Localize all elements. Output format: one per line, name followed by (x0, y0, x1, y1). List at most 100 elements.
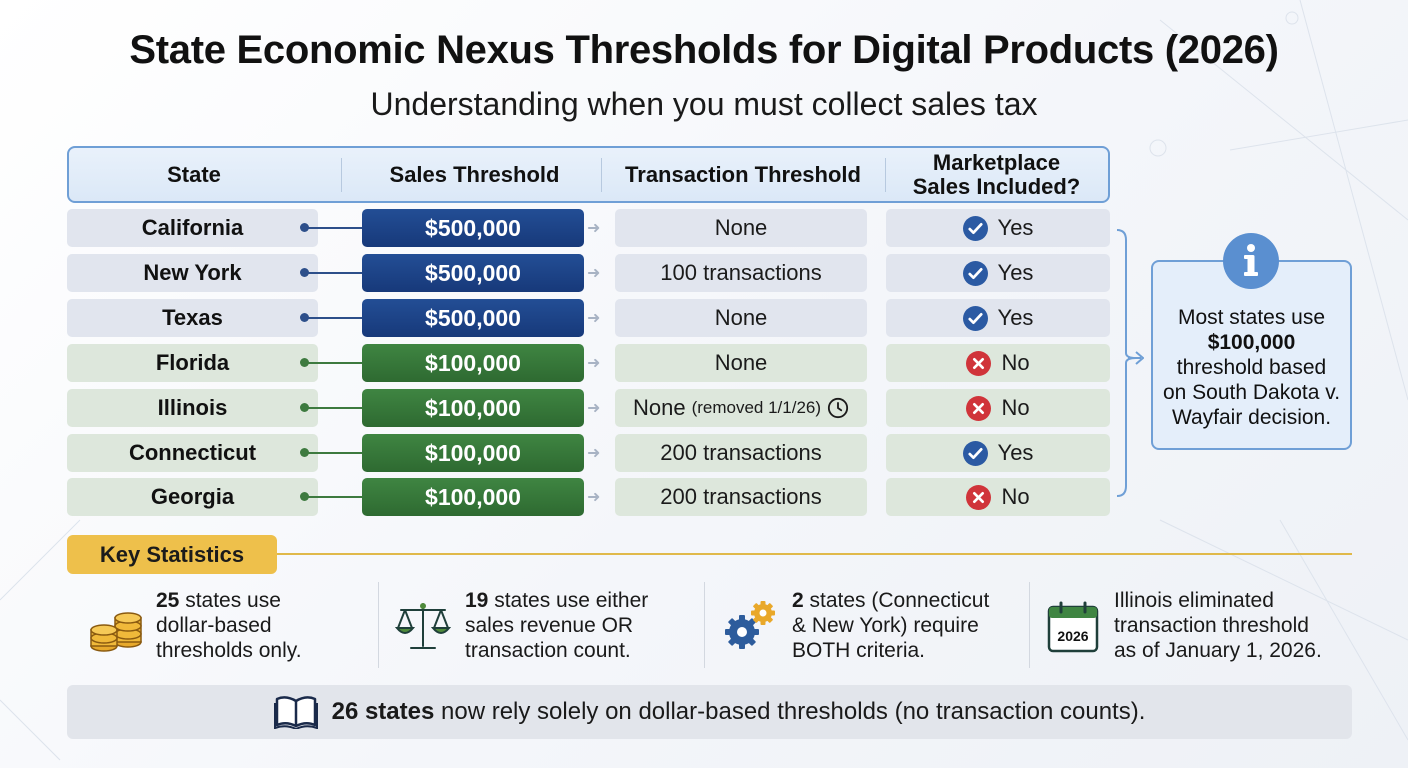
connector-line (303, 362, 362, 364)
info-icon (1223, 233, 1279, 289)
page-subtitle: Understanding when you must collect sale… (370, 86, 1038, 122)
header-marketplace-line1: Marketplace (932, 149, 1061, 175)
marketplace-value: No (1001, 395, 1030, 420)
info-line: Most states use (1177, 306, 1326, 329)
transaction-threshold: 100 transactions (615, 254, 867, 292)
key-statistics-label: Key Statistics (67, 535, 277, 574)
stat-text: Illinois eliminated transaction threshol… (1114, 589, 1322, 662)
sales-threshold: $500,000 (362, 299, 584, 337)
marketplace-cell: Yes (886, 299, 1110, 337)
transaction-threshold: 200 transactions (615, 434, 867, 472)
table-row: Georgia $100,000 ➜ 200 transactions No (67, 478, 1110, 516)
marketplace-value: Yes (997, 440, 1034, 465)
sales-threshold: $500,000 (362, 254, 584, 292)
coins-icon (90, 612, 142, 652)
marketplace-cell: Yes (886, 254, 1110, 292)
sales-threshold: $500,000 (362, 209, 584, 247)
transaction-threshold: None (615, 209, 867, 247)
svg-text:2026: 2026 (1057, 628, 1088, 644)
stat-divider (1029, 582, 1030, 668)
stat-divider (704, 582, 705, 668)
stat-text: 19 states use either sales revenue OR tr… (465, 589, 649, 662)
marketplace-value: Yes (997, 215, 1034, 240)
cross-icon (966, 395, 992, 421)
table-header: State Sales Threshold Transaction Thresh… (67, 146, 1110, 203)
marketplace-cell: Yes (886, 434, 1110, 472)
arrow-right-icon: ➜ (587, 220, 601, 237)
stat-item: 25 states use dollar-based thresholds on… (88, 588, 368, 668)
header-sales-threshold: Sales Threshold (389, 161, 560, 187)
transaction-value: None (632, 395, 686, 420)
arrow-right-icon: ➜ (587, 265, 601, 282)
check-icon (962, 215, 988, 241)
page-title: State Economic Nexus Thresholds for Digi… (129, 28, 1279, 72)
table-row: California $500,000 ➜ None Yes (67, 209, 1110, 247)
arrow-right-icon: ➜ (587, 489, 601, 506)
state-name: Texas (67, 299, 318, 337)
info-callout (1151, 260, 1352, 450)
header-marketplace: Marketplace Sales Included? (885, 148, 1108, 201)
stat-text: 25 states use dollar-based thresholds on… (156, 589, 302, 662)
arrow-right-icon: ➜ (587, 400, 601, 417)
connector-line (303, 227, 362, 229)
bracket-arrow (1116, 229, 1144, 497)
sales-threshold: $100,000 (362, 478, 584, 516)
sales-threshold: $100,000 (362, 434, 584, 472)
arrow-right-icon: ➜ (587, 445, 601, 462)
marketplace-value: Yes (997, 260, 1034, 285)
check-icon (962, 305, 988, 331)
cross-icon (966, 484, 992, 510)
scale-icon (395, 603, 451, 649)
state-name: New York (67, 254, 318, 292)
header-state: State (167, 161, 221, 187)
transaction-note: (removed 1/1/26) (691, 398, 822, 417)
marketplace-value: No (1001, 484, 1030, 509)
check-icon (962, 260, 988, 286)
header-marketplace-line2: Sales Included? (912, 173, 1081, 199)
cross-icon (966, 350, 992, 376)
info-text: Most states use $100,000 threshold based… (1151, 305, 1352, 430)
info-line: threshold based (1176, 356, 1327, 379)
gears-icon (725, 601, 775, 649)
header-divider (885, 158, 886, 192)
marketplace-cell: No (886, 344, 1110, 382)
stat-divider (378, 582, 379, 668)
header-divider (601, 158, 602, 192)
connector-line (303, 407, 362, 409)
table-row: Florida $100,000 ➜ None No (67, 344, 1110, 382)
state-name: Illinois (67, 389, 318, 427)
calendar-icon: 2026 (1047, 601, 1099, 653)
stat-item: 2026 Illinois eliminated transaction thr… (1046, 588, 1352, 668)
transaction-threshold: None (615, 344, 867, 382)
connector-line (303, 317, 362, 319)
marketplace-value: No (1001, 350, 1030, 375)
transaction-threshold: None (615, 299, 867, 337)
table-row: New York $500,000 ➜ 100 transactions Yes (67, 254, 1110, 292)
clock-icon (827, 397, 849, 419)
footer-summary: 26 states now rely solely on dollar-base… (67, 685, 1352, 739)
marketplace-cell: Yes (886, 209, 1110, 247)
stat-item: 19 states use either sales revenue OR tr… (395, 588, 695, 668)
arrow-right-icon: ➜ (587, 310, 601, 327)
marketplace-cell: No (886, 478, 1110, 516)
key-statistics-divider (277, 553, 1352, 555)
stat-text: 2 states (Connecticut & New York) requir… (792, 589, 990, 662)
transaction-threshold: None (removed 1/1/26) (615, 389, 867, 427)
connector-line (303, 496, 362, 498)
connector-line (303, 452, 362, 454)
info-amount: $100,000 (1207, 331, 1296, 354)
marketplace-value: Yes (997, 305, 1034, 330)
table-row: Texas $500,000 ➜ None Yes (67, 299, 1110, 337)
book-icon (273, 696, 318, 729)
marketplace-cell: No (886, 389, 1110, 427)
transaction-threshold: 200 transactions (615, 478, 867, 516)
header-divider (341, 158, 342, 192)
check-icon (962, 440, 988, 466)
state-name: Connecticut (67, 434, 318, 472)
state-name: Georgia (67, 478, 318, 516)
connector-line (303, 272, 362, 274)
sales-threshold: $100,000 (362, 344, 584, 382)
footer-text: 26 states now rely solely on dollar-base… (331, 698, 1146, 725)
info-line: on South Dakota v. (1162, 381, 1341, 404)
table-row: Connecticut $100,000 ➜ 200 transactions … (67, 434, 1110, 472)
